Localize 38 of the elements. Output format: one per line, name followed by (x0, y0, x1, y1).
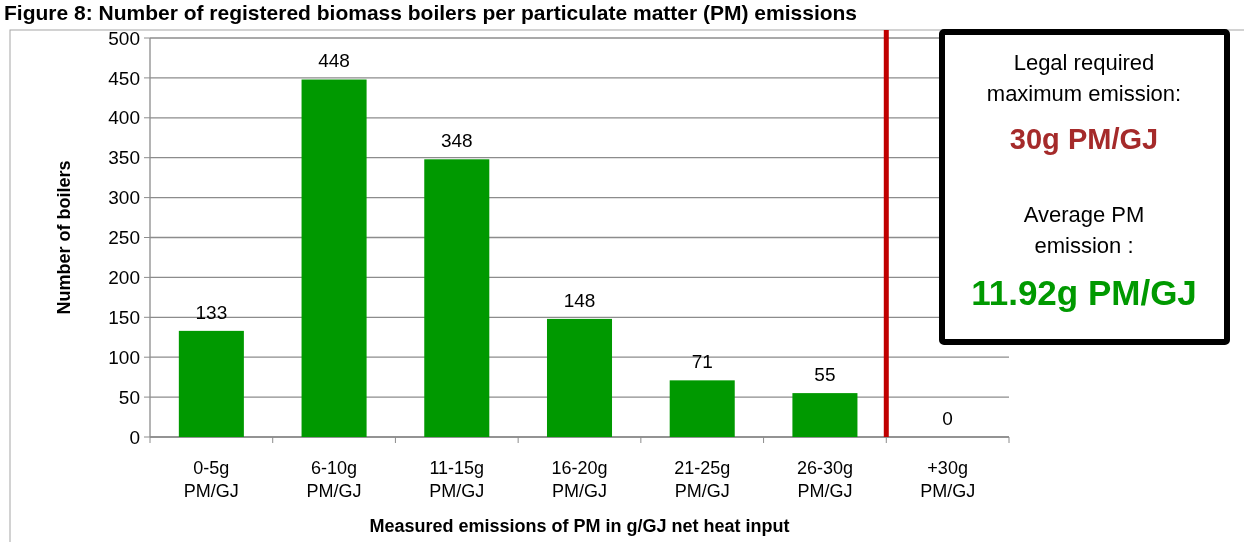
x-tick-label: 16-20g PM/GJ (551, 458, 608, 501)
bar (178, 330, 244, 437)
bar (301, 79, 367, 437)
x-tick-label: 21-25g PM/GJ (674, 458, 731, 501)
bar (424, 159, 490, 437)
y-tick-label: 250 (108, 227, 140, 249)
y-axis-title: Number of boilers (54, 160, 74, 315)
text: Average PM emission : (1023, 202, 1145, 258)
x-tick-label: 11-15g PM/GJ (429, 458, 485, 501)
data-label: 148 (563, 289, 596, 311)
x-tick-label: 26-30g PM/GJ (796, 458, 853, 501)
y-tick-label: 200 (108, 267, 140, 289)
annotation: 11.92g PM/GJ (971, 273, 1197, 312)
data-label: 133 (195, 301, 228, 323)
y-tick-label: 450 (108, 67, 140, 89)
x-tick-label: 6-10g PM/GJ (306, 458, 362, 501)
annotation: Legal required maximum emission: (986, 50, 1182, 106)
y-tick-label: 500 (108, 27, 140, 49)
y-tick-label: 0 (129, 426, 140, 448)
data-label: 0 (942, 408, 953, 429)
x-tick-label: +30g PM/GJ (920, 458, 976, 501)
y-tick-label: 150 (108, 306, 140, 328)
data-label: 71 (691, 351, 713, 373)
x-axis-title: Measured emissions of PM in g/GJ net heat input (369, 516, 790, 536)
y-tick-label: 400 (108, 107, 140, 129)
bar (792, 393, 858, 437)
y-tick-label: 100 (108, 346, 140, 368)
y-tick-label: 300 (108, 187, 140, 209)
y-tick-label: 50 (118, 386, 140, 408)
data-label: 448 (318, 50, 350, 72)
x-tick-label: 0-5g PM/GJ (183, 458, 239, 501)
bar (669, 380, 735, 437)
text: 30g PM/GJ (1009, 123, 1159, 155)
data-label: 55 (814, 364, 836, 386)
data-label: 348 (440, 130, 473, 152)
y-tick-label: 350 (108, 147, 140, 169)
chart-title: Figure 8: Number of registered biomass boilers per particulate matter (PM) emissions (4, 1, 858, 24)
bar (546, 318, 613, 437)
